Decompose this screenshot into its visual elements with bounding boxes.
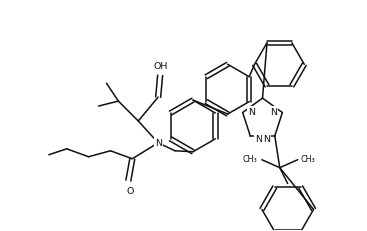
Text: N: N (264, 135, 270, 144)
Text: CH₃: CH₃ (243, 155, 257, 164)
Text: OH: OH (154, 61, 168, 70)
Text: N: N (255, 135, 262, 144)
Text: N: N (155, 139, 161, 148)
Text: N: N (248, 108, 255, 116)
Text: CH₃: CH₃ (300, 155, 315, 164)
Text: N: N (270, 108, 277, 116)
Text: O: O (127, 186, 134, 195)
